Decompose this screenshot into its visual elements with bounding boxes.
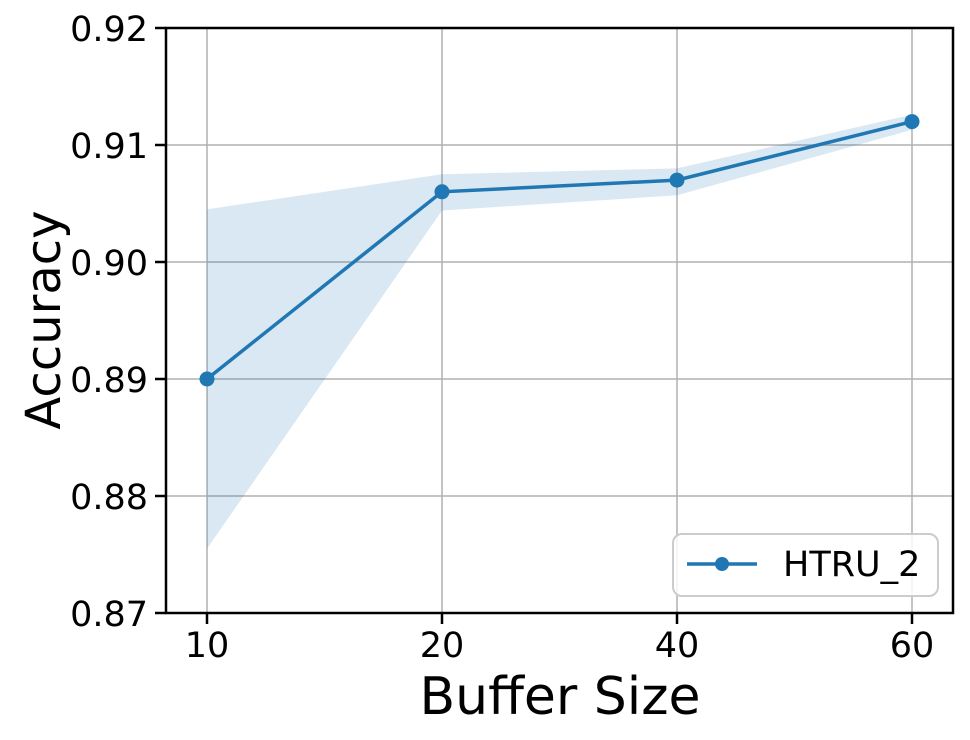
x-tick-label: 60: [890, 626, 935, 666]
y-tick-label: 0.87: [70, 595, 148, 635]
y-tick-label: 0.91: [70, 127, 148, 167]
data-point: [199, 371, 215, 387]
x-tick-label: 20: [420, 626, 465, 666]
y-tick-label: 0.90: [70, 244, 148, 284]
axis-tick-labels: 10 20 40 60 0.87 0.88 0.89 0.90 0.91 0.92: [70, 10, 934, 666]
y-tick-label: 0.88: [70, 478, 148, 518]
y-tick-label: 0.92: [70, 10, 148, 50]
y-axis-label: Accuracy: [16, 210, 72, 429]
x-tick-label: 10: [185, 626, 230, 666]
x-axis-label: Buffer Size: [419, 667, 700, 727]
data-point: [904, 114, 920, 130]
axis-tick-marks: [155, 26, 914, 624]
confidence-band: [207, 114, 912, 549]
legend-box: [672, 533, 939, 597]
legend-series-label: HTRU_2: [783, 545, 920, 585]
legend-marker-icon: [715, 557, 729, 571]
legend: HTRU_2: [672, 533, 939, 597]
data-point-markers: [199, 114, 920, 387]
data-point: [434, 184, 450, 200]
y-tick-label: 0.89: [70, 361, 148, 401]
plot-border: [164, 26, 955, 615]
x-tick-label: 40: [655, 626, 700, 666]
series-line: [205, 119, 913, 381]
data-point: [669, 172, 685, 188]
